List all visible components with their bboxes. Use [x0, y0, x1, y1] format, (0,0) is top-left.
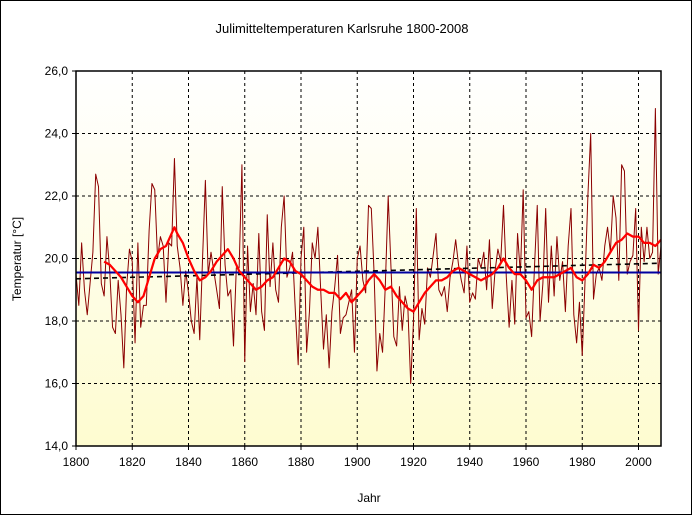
x-tick-label: 1920 — [400, 455, 427, 469]
x-tick-label: 2000 — [625, 455, 652, 469]
x-tick-label: 1960 — [513, 455, 540, 469]
y-tick-label: 26,0 — [45, 64, 69, 78]
x-tick-label: 1900 — [344, 455, 371, 469]
y-tick-label: 20,0 — [45, 252, 69, 266]
y-tick-label: 14,0 — [45, 439, 69, 453]
x-axis-label: Jahr — [357, 491, 380, 505]
grid — [76, 71, 661, 446]
x-tick-label: 1880 — [288, 455, 315, 469]
series-layer — [76, 108, 661, 384]
chart-title: Julimitteltemperaturen Karlsruhe 1800-20… — [216, 21, 469, 36]
series-trend — [76, 262, 661, 280]
x-tick-label: 1940 — [456, 455, 483, 469]
y-tick-label: 24,0 — [45, 127, 69, 141]
series-julimittel — [76, 108, 661, 384]
y-axis-label: Temperatur [°C] — [10, 217, 24, 301]
x-tick-label: 1800 — [63, 455, 90, 469]
y-tick-label: 22,0 — [45, 189, 69, 203]
series-gleitendes-mittel — [103, 226, 661, 313]
y-tick-label: 16,0 — [45, 377, 69, 391]
x-tick-label: 1820 — [119, 455, 146, 469]
x-tick-label: 1980 — [569, 455, 596, 469]
tick-labels: 1800 1820 1840 1860 1880 1900 1920 1940 1960 1980… — [45, 64, 653, 469]
x-tick-label: 1840 — [175, 455, 202, 469]
x-tick-label: 1860 — [231, 455, 258, 469]
y-tick-label: 18,0 — [45, 314, 69, 328]
